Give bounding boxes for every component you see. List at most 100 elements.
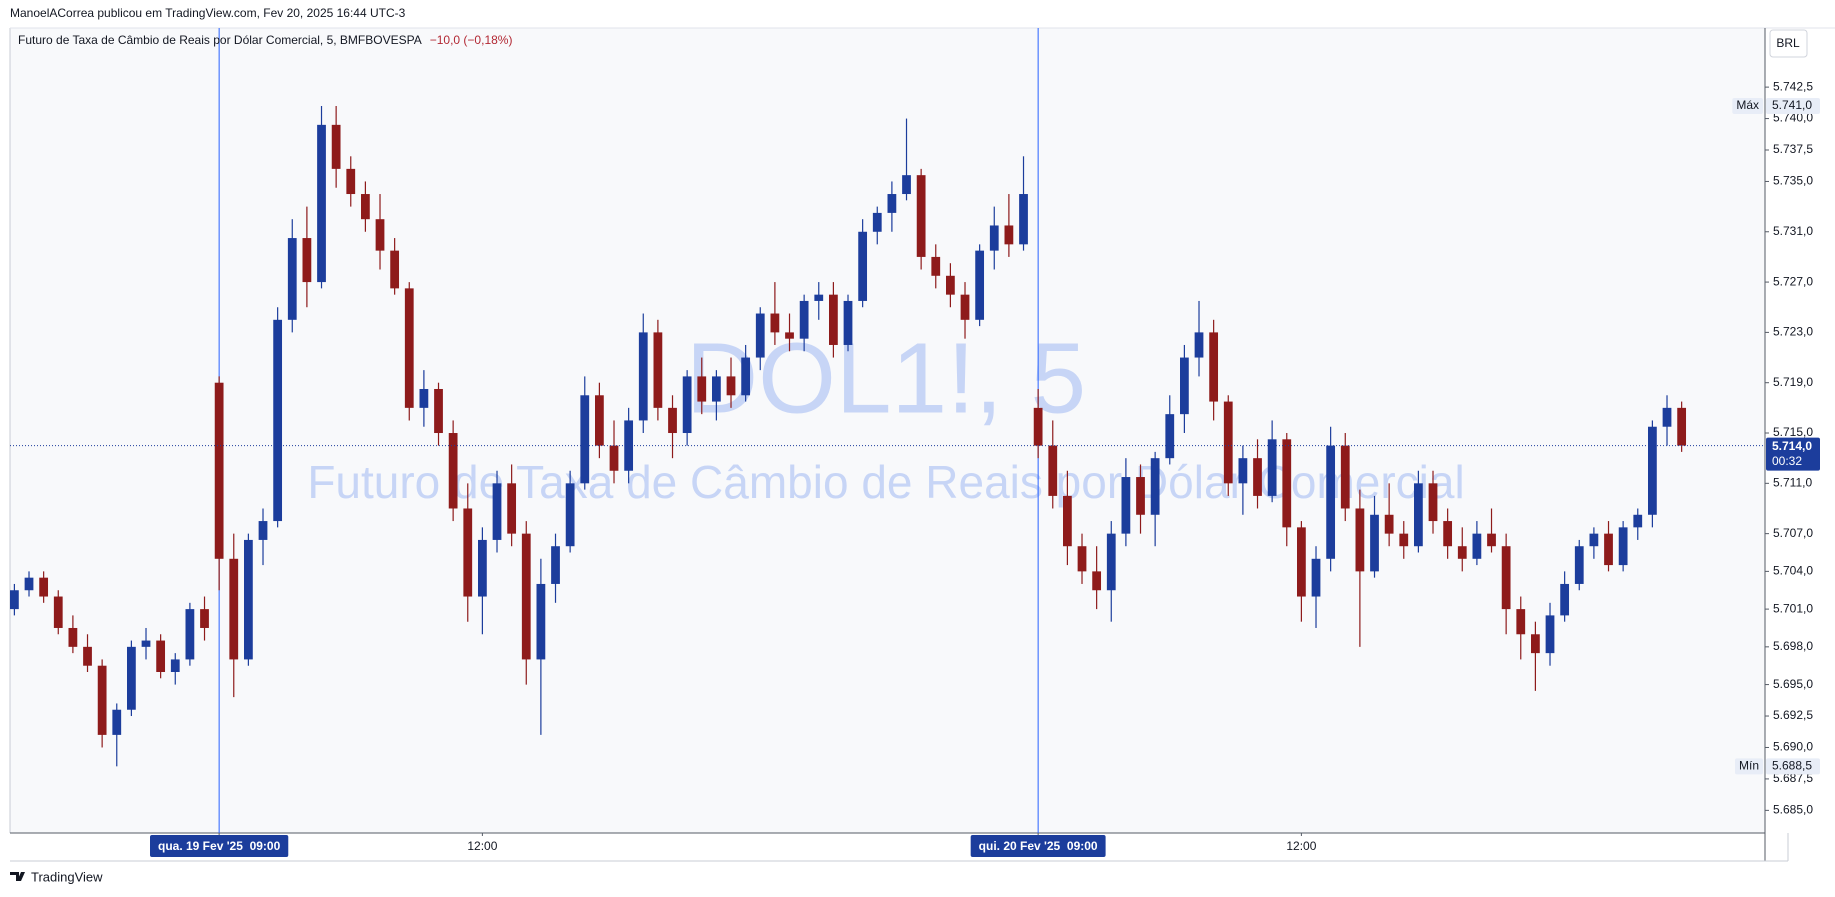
candle-body bbox=[39, 577, 49, 597]
y-tick-label: 5.711,0 bbox=[1773, 476, 1812, 490]
candle-body bbox=[668, 407, 677, 434]
candle-body bbox=[916, 175, 926, 257]
candle-body bbox=[317, 124, 326, 283]
last-price-label: 5.714,0 bbox=[1772, 439, 1812, 453]
y-tick-label: 5.740,0 bbox=[1773, 111, 1813, 125]
candle-body bbox=[375, 219, 385, 251]
min-value: 5.688,5 bbox=[1772, 759, 1812, 773]
candle-body bbox=[638, 332, 648, 421]
min-label: Mín bbox=[1739, 759, 1759, 773]
candle-body bbox=[1560, 583, 1570, 616]
max-label-bg bbox=[1732, 97, 1763, 114]
candle-body bbox=[902, 175, 911, 195]
max-label: Máx bbox=[1736, 98, 1759, 112]
candle-body bbox=[1092, 571, 1102, 591]
candle-body bbox=[726, 376, 736, 396]
candle-body bbox=[887, 194, 897, 213]
candle-body bbox=[1340, 445, 1350, 509]
candle-body bbox=[1414, 483, 1423, 547]
candle-body bbox=[1604, 533, 1613, 566]
x-tick-badge bbox=[150, 835, 289, 857]
candle-body bbox=[843, 300, 853, 345]
candle-body bbox=[97, 665, 107, 735]
candle-body bbox=[551, 546, 560, 584]
candle-body bbox=[141, 640, 151, 647]
candle-body bbox=[1618, 527, 1628, 566]
candle-body bbox=[960, 294, 970, 320]
candle-body bbox=[478, 539, 487, 597]
candle-body bbox=[1355, 508, 1365, 572]
candle-body bbox=[1384, 514, 1394, 534]
candle-body bbox=[10, 590, 19, 610]
y-tick-label: 5.687,5 bbox=[1773, 771, 1813, 785]
x-tick-label: qua. 19 Fev '25 09:00 bbox=[158, 839, 281, 853]
candle-body bbox=[1063, 495, 1072, 547]
y-tick-label: 5.692,5 bbox=[1773, 708, 1813, 722]
candle-body bbox=[829, 294, 838, 345]
candle-body bbox=[1019, 194, 1028, 245]
candle-body bbox=[1457, 546, 1467, 559]
candle-body bbox=[536, 583, 546, 660]
candle-body bbox=[785, 332, 794, 339]
candle-body bbox=[580, 395, 590, 484]
candle-body bbox=[975, 250, 985, 320]
candle-body bbox=[1399, 533, 1409, 547]
series-layer bbox=[10, 28, 1765, 833]
candle-body bbox=[872, 212, 882, 232]
candle-body bbox=[463, 508, 473, 597]
candle-body bbox=[931, 256, 941, 276]
candle-body bbox=[1297, 527, 1306, 597]
candle-body bbox=[1150, 458, 1160, 515]
candle-body bbox=[712, 376, 721, 402]
candle-body bbox=[1004, 225, 1014, 245]
candle-body bbox=[244, 539, 253, 660]
candle-body bbox=[858, 231, 868, 301]
candle-body bbox=[1209, 332, 1219, 402]
last-price-badge bbox=[1766, 437, 1820, 471]
y-tick-label: 5.731,0 bbox=[1773, 224, 1813, 238]
y-tick-label: 5.737,5 bbox=[1773, 142, 1813, 156]
candle-body bbox=[565, 483, 575, 547]
candle-body bbox=[989, 225, 999, 251]
plot-area bbox=[10, 28, 1765, 833]
legend-change: −10,0 (−0,18%) bbox=[430, 33, 513, 47]
candle-body bbox=[287, 238, 297, 320]
candle-body bbox=[273, 319, 283, 522]
candle-body bbox=[770, 313, 780, 333]
y-tick-label: 5.723,0 bbox=[1773, 325, 1813, 339]
y-tick-label: 5.698,0 bbox=[1773, 639, 1813, 653]
legend-name: Futuro de Taxa de Câmbio de Reais por Dó… bbox=[18, 33, 422, 47]
candle-body bbox=[799, 300, 809, 339]
y-tick-label: 5.735,0 bbox=[1773, 174, 1813, 188]
x-tick-label: qui. 20 Fev '25 09:00 bbox=[979, 839, 1098, 853]
candle-body bbox=[1589, 533, 1599, 547]
candle-body bbox=[1033, 407, 1043, 446]
candle-body bbox=[1238, 458, 1248, 484]
watermark-symbol: DOL1!, 5 bbox=[686, 322, 1086, 434]
candle-body bbox=[214, 382, 224, 559]
candle-body bbox=[595, 395, 604, 446]
candle-body bbox=[1531, 634, 1540, 654]
candle-body bbox=[697, 376, 707, 402]
currency-button[interactable] bbox=[1769, 29, 1808, 58]
candle-body bbox=[112, 709, 122, 735]
candle-body bbox=[1165, 414, 1175, 459]
countdown-label: 00:32 bbox=[1772, 454, 1802, 468]
y-tick-label: 5.685,0 bbox=[1773, 803, 1813, 817]
currency-label[interactable]: BRL bbox=[1776, 36, 1800, 50]
y-tick-label: 5.704,0 bbox=[1773, 564, 1813, 578]
candle-body bbox=[331, 124, 341, 169]
candle-body bbox=[83, 646, 92, 666]
candle-body bbox=[741, 357, 751, 396]
y-tick-label: 5.690,0 bbox=[1773, 740, 1813, 754]
candle-body bbox=[1443, 521, 1453, 547]
candle-body bbox=[609, 445, 619, 471]
brand-logo bbox=[10, 872, 25, 881]
candle-body bbox=[1311, 558, 1321, 597]
candle-body bbox=[1106, 533, 1116, 591]
candle-body bbox=[1136, 477, 1145, 515]
candle-body bbox=[302, 238, 312, 283]
candle-body bbox=[68, 627, 78, 647]
